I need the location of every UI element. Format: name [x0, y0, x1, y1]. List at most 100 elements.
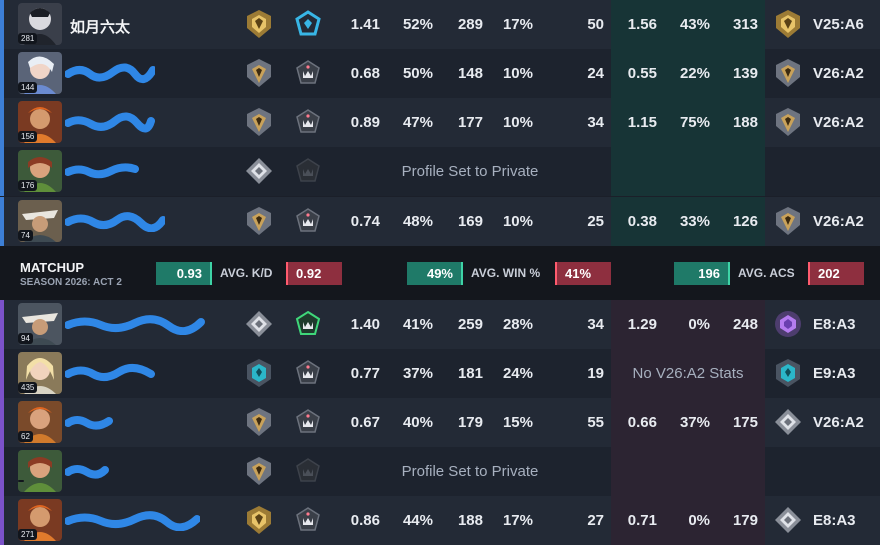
green-crown-icon: [295, 310, 321, 335]
prev-season: V26:A2: [813, 114, 864, 131]
prev-acs: 313: [732, 16, 758, 33]
hs-percent: 50%: [402, 65, 433, 82]
pink-crown-icon: [296, 60, 320, 84]
prev-acs: 248: [732, 316, 758, 333]
team-a-avg-win: 49%: [407, 262, 463, 285]
team-b-avg-acs: 202: [808, 262, 864, 285]
player-level: [18, 480, 24, 482]
silver-diamond-rank-icon: [775, 409, 801, 435]
hs-percent: 41%: [402, 316, 433, 333]
player-level: 94: [18, 333, 33, 344]
player-row[interactable]: 74 0.74 48% 169 10% 25 0.38 33% 126 V26:…: [0, 197, 880, 246]
prev-win: 75%: [679, 114, 710, 131]
redacted-name: [65, 163, 139, 179]
prev-season: V26:A2: [813, 414, 864, 431]
hs-percent: 44%: [402, 512, 433, 529]
prev-acs: 188: [732, 114, 758, 131]
team-a-avg-acs: 196: [674, 262, 730, 285]
team-a-avg-kd: 0.93: [156, 262, 212, 285]
agent-portrait: [18, 200, 62, 242]
fb-percent: 10%: [502, 114, 533, 131]
matches-count: 34: [587, 316, 604, 333]
prev-acs: 175: [732, 414, 758, 431]
player-level: 156: [18, 131, 38, 142]
prev-season: E8:A3: [813, 316, 856, 333]
silver-gold-rank-icon: [776, 207, 800, 235]
acs-value: 177: [457, 114, 483, 131]
matches-count: 27: [587, 512, 604, 529]
prev-season: V25:A6: [813, 16, 864, 33]
redacted-name: [65, 63, 155, 84]
redacted-name: [65, 416, 113, 430]
matchup-bar: MATCHUP SEASON 2026: ACT 2 0.93 AVG. K/D…: [0, 246, 880, 300]
prev-kd: 0.55: [627, 65, 657, 82]
player-row[interactable]: 144 0.68 50% 148 10% 24 0.55 22% 139 V26…: [0, 49, 880, 98]
player-level: 74: [18, 230, 33, 241]
matches-count: 55: [587, 414, 604, 431]
silver-diamond-rank-icon: [246, 311, 272, 337]
player-level: 62: [18, 431, 33, 442]
player-row[interactable]: 271 0.86 44% 188 17% 27 0.71 0% 179 E8:A…: [0, 496, 880, 545]
team-b-avg-win: 41%: [555, 262, 611, 285]
prev-season: E9:A3: [813, 365, 856, 382]
pink-crown-icon: [296, 409, 320, 433]
player-row[interactable]: 176 Profile Set to Private: [0, 147, 880, 196]
agent-portrait: [18, 3, 62, 45]
player-row[interactable]: 94 1.40 41% 259 28% 34 1.29 0% 248 E8:A3: [0, 300, 880, 349]
prev-kd: 0.71: [627, 512, 657, 529]
acs-value: 148: [457, 65, 483, 82]
fb-percent: 28%: [502, 316, 533, 333]
pink-crown-icon: [296, 109, 320, 133]
player-level: 271: [18, 529, 38, 540]
dark-crown-icon: [296, 458, 320, 482]
avg-acs-label: AVG. ACS: [738, 266, 795, 280]
prev-win: 0%: [688, 512, 710, 529]
hs-percent: 37%: [402, 365, 433, 382]
prev-win: 22%: [679, 65, 710, 82]
silver-gold-rank-icon: [247, 108, 271, 136]
prev-kd: 1.15: [627, 114, 657, 131]
gold-rank-icon: [247, 10, 271, 38]
prev-kd: 0.38: [627, 213, 657, 230]
redacted-name: [65, 112, 155, 133]
teal-rank-icon: [247, 359, 271, 387]
kd-value: 1.41: [350, 16, 380, 33]
prev-kd: 1.29: [627, 316, 657, 333]
kd-value: 0.67: [350, 414, 380, 431]
fb-percent: 24%: [502, 365, 533, 382]
prev-season: V26:A2: [813, 65, 864, 82]
acs-value: 179: [457, 414, 483, 431]
player-row[interactable]: Profile Set to Private: [0, 447, 880, 496]
silver-gold-rank-icon: [247, 457, 271, 485]
player-name[interactable]: 如月六太: [70, 19, 131, 36]
player-row[interactable]: 281 如月六太 1.41 52% 289 17% 50 1.56 43% 31…: [0, 0, 880, 49]
prev-kd: 0.66: [627, 414, 657, 431]
blue-crosshair-icon: [295, 10, 321, 36]
redacted-name: [65, 364, 155, 381]
player-row[interactable]: 156 0.89 47% 177 10% 34 1.15 75% 188 V26…: [0, 98, 880, 147]
prev-kd: 1.56: [627, 16, 657, 33]
silver-diamond-rank-icon: [775, 507, 801, 533]
prev-season: V26:A2: [813, 213, 864, 230]
avg-win-label: AVG. WIN %: [471, 266, 541, 280]
silver-gold-rank-icon: [247, 408, 271, 436]
acs-value: 181: [457, 365, 483, 382]
player-row[interactable]: 435 0.77 37% 181 24% 19 No V26:A2 Stats …: [0, 349, 880, 398]
redacted-name: [65, 511, 200, 531]
acs-value: 289: [457, 16, 483, 33]
teal-rank-icon: [776, 359, 800, 387]
team-b-avg-kd: 0.92: [286, 262, 342, 285]
fb-percent: 17%: [502, 16, 533, 33]
agent-portrait: [18, 450, 62, 492]
player-level: 281: [18, 33, 38, 44]
pink-crown-icon: [296, 507, 320, 531]
kd-value: 1.40: [350, 316, 380, 333]
kd-value: 0.68: [350, 65, 380, 82]
fb-percent: 15%: [502, 414, 533, 431]
matches-count: 34: [587, 114, 604, 131]
silver-gold-rank-icon: [247, 59, 271, 87]
matchup-season: SEASON 2026: ACT 2: [20, 277, 122, 288]
hs-percent: 48%: [402, 213, 433, 230]
prev-acs: 179: [732, 512, 758, 529]
player-row[interactable]: 62 0.67 40% 179 15% 55 0.66 37% 175 V26:…: [0, 398, 880, 447]
